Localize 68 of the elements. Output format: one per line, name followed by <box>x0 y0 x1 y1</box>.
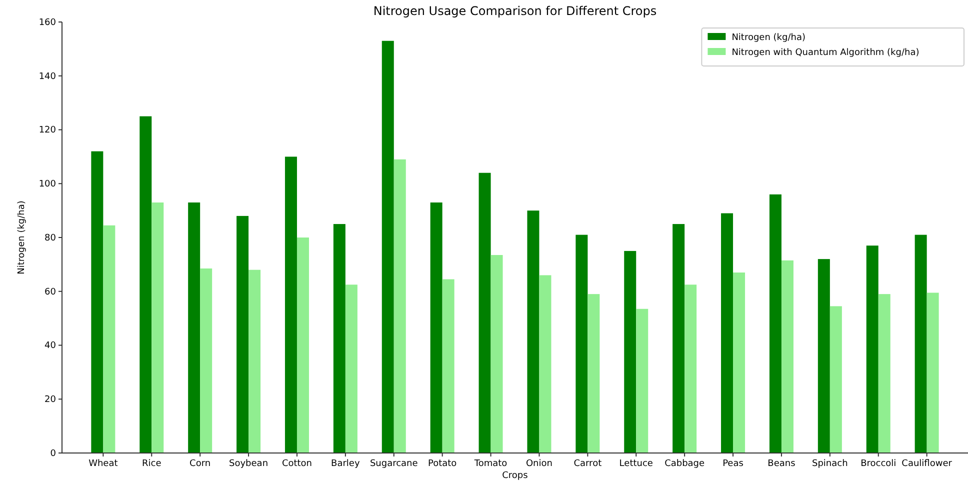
bar <box>103 225 116 453</box>
bar <box>672 224 685 453</box>
y-tick-label: 60 <box>44 287 56 298</box>
bar <box>188 202 200 453</box>
y-tick-label: 100 <box>38 180 56 190</box>
bar <box>527 210 540 453</box>
bar <box>236 216 249 453</box>
bar <box>914 234 927 453</box>
bar <box>284 156 297 453</box>
bar <box>781 260 794 453</box>
x-tick-label: Beans <box>768 459 796 469</box>
x-tick-label: Potato <box>428 459 458 469</box>
y-tick-label: 80 <box>44 233 56 244</box>
y-tick-label: 40 <box>44 341 56 352</box>
x-axis-title: Crops <box>502 471 528 481</box>
x-tick-label: Corn <box>190 459 211 469</box>
bar <box>576 234 588 453</box>
x-tick-label: Sugarcane <box>370 459 418 469</box>
x-tick-label: Cauliflower <box>902 459 952 469</box>
bar <box>345 284 358 453</box>
bar <box>636 308 648 453</box>
y-tick-label: 0 <box>50 448 56 459</box>
bar <box>394 159 406 453</box>
legend-label: Nitrogen (kg/ha) <box>732 32 806 43</box>
bar <box>200 268 212 453</box>
bar <box>539 275 552 453</box>
bar <box>878 294 890 453</box>
x-tick-label: Rice <box>142 459 162 469</box>
bar <box>382 40 394 453</box>
x-tick-label: Soybean <box>229 459 268 469</box>
bar <box>248 270 261 453</box>
bar <box>333 224 346 453</box>
bar <box>866 246 878 453</box>
bar <box>769 194 782 453</box>
y-tick-label: 160 <box>38 18 56 28</box>
bar <box>926 292 939 453</box>
bar <box>490 255 503 453</box>
bar <box>830 306 842 453</box>
x-tick-label: Peas <box>722 459 744 469</box>
bar <box>140 116 152 453</box>
legend-label: Nitrogen with Quantum Algorithm (kg/ha) <box>732 48 920 58</box>
x-tick-label: Broccoli <box>860 459 896 469</box>
x-tick-label: Onion <box>526 459 552 469</box>
bar <box>721 213 734 453</box>
bar <box>152 202 164 453</box>
bar <box>733 272 746 453</box>
x-tick-label: Carrot <box>574 459 602 469</box>
bar <box>684 284 697 453</box>
x-tick-label: Barley <box>331 459 360 469</box>
x-tick-label: Cotton <box>282 459 312 469</box>
bar <box>624 250 636 453</box>
x-tick-label: Wheat <box>88 459 118 469</box>
bar <box>818 259 830 453</box>
x-tick-label: Lettuce <box>619 459 654 469</box>
bar <box>91 151 104 453</box>
bar <box>296 238 309 453</box>
x-tick-label: Spinach <box>812 459 848 469</box>
bar <box>588 294 600 453</box>
y-tick-label: 140 <box>38 72 56 82</box>
y-tick-label: 20 <box>44 395 56 406</box>
chart-title: Nitrogen Usage Comparison for Different Crops <box>373 4 657 18</box>
bar <box>442 279 454 453</box>
y-tick-label: 120 <box>38 126 56 136</box>
y-axis-title: Nitrogen (kg/ha) <box>17 200 27 274</box>
x-tick-label: Tomato <box>473 459 508 469</box>
x-tick-label: Cabbage <box>664 459 706 469</box>
bar <box>478 172 491 453</box>
bar <box>430 202 442 453</box>
